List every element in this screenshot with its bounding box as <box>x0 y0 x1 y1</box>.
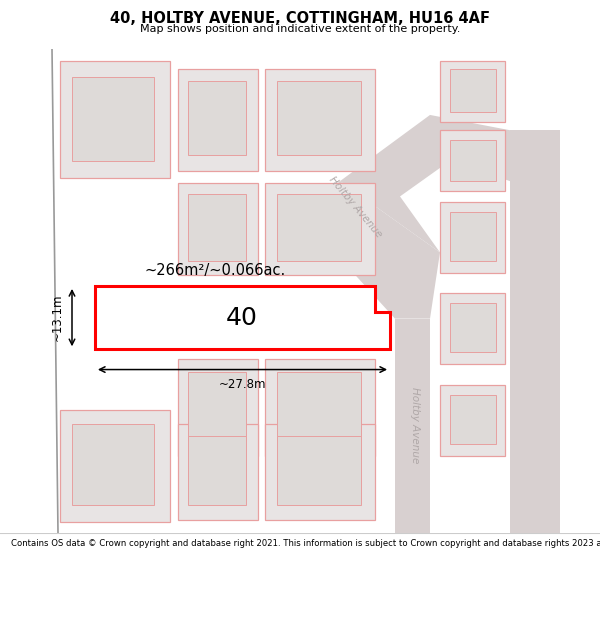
Text: Map shows position and indicative extent of the property.: Map shows position and indicative extent… <box>140 24 460 34</box>
Text: Holtby Avenue: Holtby Avenue <box>410 388 420 464</box>
Text: ~13.1m: ~13.1m <box>51 294 64 341</box>
Bar <box>277 194 361 261</box>
Text: Contains OS data © Crown copyright and database right 2021. This information is : Contains OS data © Crown copyright and d… <box>11 539 600 548</box>
Bar <box>440 201 505 272</box>
Polygon shape <box>340 115 510 253</box>
Bar <box>178 183 258 275</box>
Bar <box>277 436 361 505</box>
Bar <box>178 359 258 456</box>
Bar <box>60 61 170 178</box>
Text: ~266m²/~0.066ac.: ~266m²/~0.066ac. <box>145 262 286 278</box>
Bar <box>188 436 246 505</box>
Bar <box>440 385 505 456</box>
Bar <box>277 372 361 441</box>
Bar <box>450 303 496 352</box>
Bar <box>72 424 154 505</box>
Bar <box>450 141 496 181</box>
Text: 40: 40 <box>226 306 258 329</box>
Bar <box>265 69 375 171</box>
Bar <box>440 61 505 122</box>
Bar <box>450 395 496 444</box>
Polygon shape <box>510 130 560 532</box>
Bar <box>450 212 496 261</box>
Bar <box>72 78 154 161</box>
Polygon shape <box>290 181 440 319</box>
Bar <box>178 296 338 339</box>
Bar <box>440 130 505 191</box>
Bar <box>265 424 375 520</box>
Bar <box>440 293 505 364</box>
Bar <box>188 194 246 261</box>
Bar <box>188 81 246 154</box>
Polygon shape <box>395 319 430 532</box>
Bar <box>450 69 496 112</box>
Bar <box>60 410 170 522</box>
Text: Holtby Avenue: Holtby Avenue <box>326 174 383 239</box>
Bar <box>178 424 258 520</box>
Text: ~27.8m: ~27.8m <box>218 378 266 391</box>
Polygon shape <box>95 286 390 349</box>
Bar <box>178 69 258 171</box>
Bar <box>265 359 375 456</box>
Bar <box>188 372 246 441</box>
Text: 40, HOLTBY AVENUE, COTTINGHAM, HU16 4AF: 40, HOLTBY AVENUE, COTTINGHAM, HU16 4AF <box>110 11 490 26</box>
Bar <box>277 81 361 154</box>
Bar <box>265 183 375 275</box>
